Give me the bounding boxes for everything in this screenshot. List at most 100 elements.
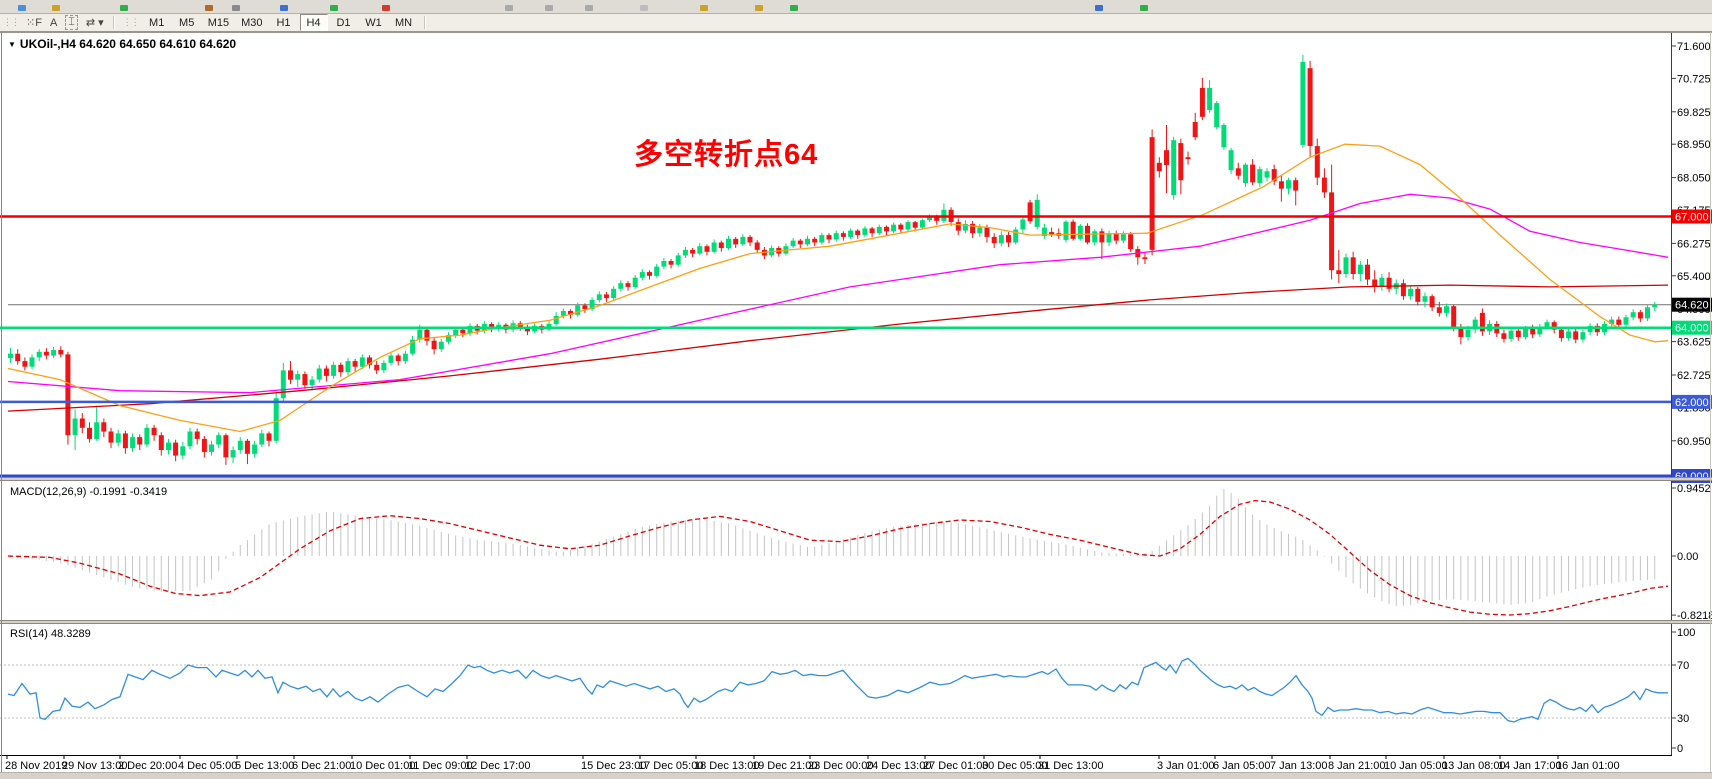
price-axis-label: 63.625 bbox=[1677, 337, 1711, 349]
time-axis-label[interactable]: 6 Dec 21:00 bbox=[292, 760, 351, 772]
time-axis-label[interactable]: 10 Jan 05:00 bbox=[1384, 760, 1448, 772]
truncated-toolbar-icon[interactable] bbox=[505, 5, 513, 11]
time-axis-label[interactable]: 19 Dec 21:00 bbox=[752, 760, 817, 772]
time-axis-label[interactable]: 13 Jan 08:00 bbox=[1442, 760, 1506, 772]
rsi-axis-label: 30 bbox=[1677, 713, 1689, 725]
truncated-toolbar-icon[interactable] bbox=[120, 5, 128, 11]
rsi-axis-label: 0 bbox=[1677, 743, 1683, 755]
time-axis-label[interactable]: 16 Jan 01:00 bbox=[1556, 760, 1620, 772]
price-axis-label: 65.400 bbox=[1677, 271, 1711, 283]
toolbar-grip-icon: ⋮⋮ bbox=[3, 17, 20, 27]
toolbar-grip-icon: ⋮⋮ bbox=[122, 17, 140, 27]
chart-text-annotation[interactable]: 多空转折点64 bbox=[634, 139, 819, 171]
chart-toolbar: ⋮⋮ ⁙F A ⌶ ⇄ ▾ ⋮⋮ M1 M5 M15 M30 H1 H4 D1 W1 MN bbox=[0, 14, 1712, 32]
truncated-toolbar-icon[interactable] bbox=[640, 5, 648, 11]
text-box-icon[interactable]: ⌶ bbox=[65, 15, 78, 30]
symbol-period-label: UKOil-,H4 bbox=[19, 37, 76, 51]
price-badge bbox=[1672, 394, 1712, 409]
timeframe-button-m30[interactable]: M30 bbox=[241, 16, 263, 29]
bottom-scroll-strip[interactable] bbox=[0, 772, 1712, 779]
price-axis-label: 66.275 bbox=[1677, 238, 1711, 250]
price-axis-label: 60.950 bbox=[1677, 436, 1711, 448]
ma-orange-line bbox=[7, 143, 1669, 433]
timeframe-button-h4[interactable]: H4 bbox=[299, 14, 328, 31]
time-axis-label[interactable]: 23 Dec 00:00 bbox=[808, 760, 873, 772]
price-badge-label: 64.000 bbox=[1675, 323, 1709, 335]
ohlc-values: 64.620 64.650 64.610 64.620 bbox=[79, 37, 237, 51]
price-badge-label: 64.620 bbox=[1675, 300, 1709, 312]
time-axis-label[interactable]: 18 Dec 13:00 bbox=[694, 760, 759, 772]
time-axis-label[interactable]: 29 Nov 13:00 bbox=[62, 760, 127, 772]
time-axis-label[interactable]: 11 Dec 09:00 bbox=[408, 760, 473, 772]
macd-axis-label: -0.8218 bbox=[1677, 610, 1712, 622]
truncated-toolbar-icon[interactable] bbox=[52, 5, 60, 11]
truncated-top-toolbar bbox=[0, 0, 1712, 14]
chart-canvas[interactable]: 71.60070.72569.82568.95068.05067.17566.2… bbox=[0, 32, 1712, 779]
truncated-toolbar-icon[interactable] bbox=[330, 5, 338, 11]
truncated-toolbar-icon[interactable] bbox=[232, 5, 240, 11]
time-axis-label[interactable]: 17 Dec 05:00 bbox=[638, 760, 703, 772]
toolbar-separator bbox=[112, 16, 115, 29]
truncated-toolbar-icon[interactable] bbox=[585, 5, 593, 11]
truncated-toolbar-icon[interactable] bbox=[382, 5, 390, 11]
time-axis-label[interactable]: 8 Jan 21:00 bbox=[1328, 760, 1386, 772]
time-axis-label[interactable]: 31 Dec 13:00 bbox=[1038, 760, 1103, 772]
truncated-toolbar-icon[interactable] bbox=[1095, 5, 1103, 11]
macd-indicator-label: MACD(12,26,9) -0.1991 -0.3419 bbox=[10, 486, 168, 498]
panel-separator[interactable] bbox=[0, 620, 1712, 624]
rsi-axis-label: 70 bbox=[1677, 660, 1689, 672]
time-axis-label[interactable]: 2 Dec 20:00 bbox=[118, 760, 177, 772]
price-axis-label: 68.050 bbox=[1677, 173, 1711, 185]
price-badge bbox=[1672, 297, 1712, 312]
price-axis-label: 68.950 bbox=[1677, 139, 1711, 151]
time-axis-label[interactable]: 28 Nov 2019 bbox=[5, 760, 67, 772]
timeframe-button-w1[interactable]: W1 bbox=[365, 16, 382, 29]
chart-title[interactable]: ▼ UKOil-,H4 64.620 64.650 64.610 64.620 bbox=[8, 37, 236, 51]
panel-separator[interactable] bbox=[0, 477, 1712, 481]
time-axis-label[interactable]: 3 Jan 01:00 bbox=[1157, 760, 1215, 772]
time-axis-label[interactable]: 12 Dec 17:00 bbox=[465, 760, 530, 772]
macd-panel bbox=[10, 489, 1656, 607]
price-axis-label: 69.825 bbox=[1677, 107, 1711, 119]
time-axis-label[interactable]: 24 Dec 13:00 bbox=[866, 760, 931, 772]
time-axis-label[interactable]: 5 Dec 13:00 bbox=[235, 760, 294, 772]
truncated-toolbar-icon[interactable] bbox=[280, 5, 288, 11]
truncated-toolbar-icon[interactable] bbox=[790, 5, 798, 11]
timeframe-button-m5[interactable]: M5 bbox=[179, 16, 195, 29]
time-axis-label[interactable]: 14 Jan 17:00 bbox=[1498, 760, 1562, 772]
time-axis-label[interactable]: 30 Dec 05:00 bbox=[982, 760, 1047, 772]
rsi-axis-label: 100 bbox=[1677, 627, 1695, 639]
timeframe-bar: M1 M5 M15 M30 H1 H4 D1 W1 MN bbox=[142, 14, 419, 31]
truncated-toolbar-icon[interactable] bbox=[205, 5, 213, 11]
time-axis-label[interactable]: 4 Dec 05:00 bbox=[178, 760, 237, 772]
chart-area[interactable]: 71.60070.72569.82568.95068.05067.17566.2… bbox=[0, 32, 1712, 779]
price-axis-label: 62.725 bbox=[1677, 370, 1711, 382]
truncated-toolbar-icon[interactable] bbox=[18, 5, 26, 11]
rsi-line bbox=[7, 657, 1668, 723]
truncated-toolbar-icon[interactable] bbox=[755, 5, 763, 11]
price-badge bbox=[1672, 209, 1712, 224]
time-axis-label[interactable]: 10 Dec 01:00 bbox=[350, 760, 415, 772]
truncated-toolbar-icon[interactable] bbox=[545, 5, 553, 11]
price-axis-label: 71.600 bbox=[1677, 41, 1711, 53]
time-axis-label[interactable]: 7 Jan 13:00 bbox=[1270, 760, 1328, 772]
timeframe-button-m1[interactable]: M1 bbox=[149, 16, 165, 29]
timeframe-button-h1[interactable]: H1 bbox=[276, 16, 291, 29]
timeframe-button-mn[interactable]: MN bbox=[394, 16, 413, 29]
price-badge-label: 62.000 bbox=[1675, 397, 1709, 409]
truncated-toolbar-icon[interactable] bbox=[700, 5, 708, 11]
text-annotation-icon[interactable]: A bbox=[49, 16, 58, 29]
crosshair-grid-icon[interactable]: ⁙F bbox=[26, 17, 42, 29]
chevron-down-icon[interactable]: ▼ bbox=[8, 40, 16, 49]
time-axis-label[interactable]: 15 Dec 23:00 bbox=[581, 760, 646, 772]
price-badge-label: 67.000 bbox=[1675, 212, 1709, 224]
timeframe-button-m15[interactable]: M15 bbox=[207, 16, 230, 29]
time-axis-label[interactable]: 6 Jan 05:00 bbox=[1213, 760, 1271, 772]
shapes-icon[interactable]: ⇄ ▾ bbox=[85, 17, 104, 29]
chart-background bbox=[0, 32, 1712, 779]
toolbar-separator bbox=[423, 16, 426, 29]
truncated-toolbar-icon[interactable] bbox=[1140, 5, 1148, 11]
time-axis-label[interactable]: 27 Dec 01:00 bbox=[923, 760, 988, 772]
timeframe-button-d1[interactable]: D1 bbox=[336, 16, 351, 29]
